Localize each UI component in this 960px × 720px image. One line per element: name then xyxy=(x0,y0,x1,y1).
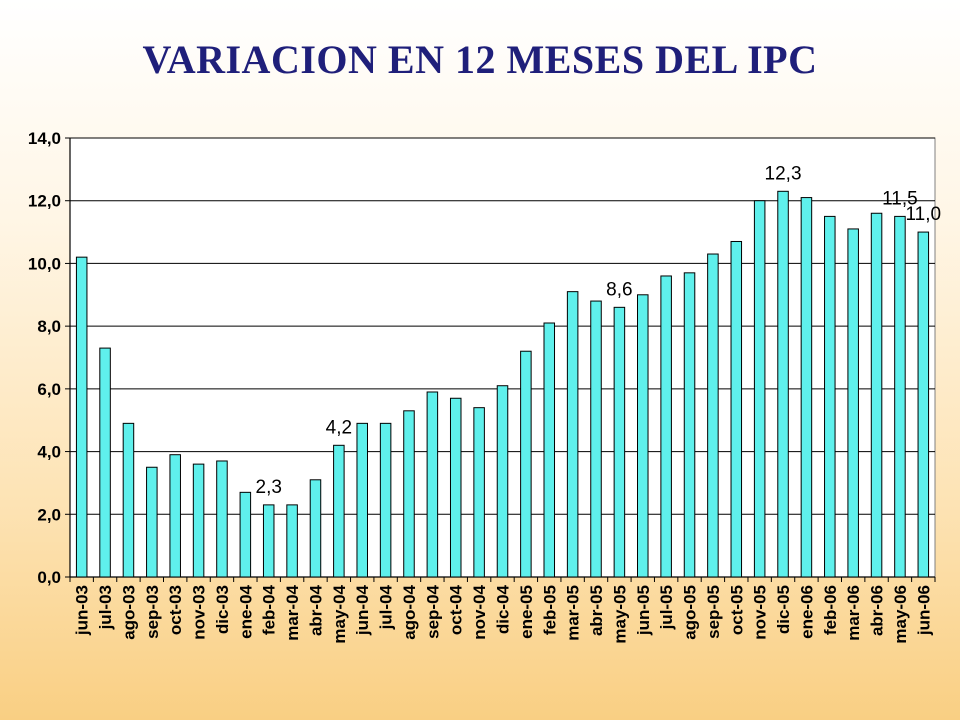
bar-ago-04 xyxy=(403,410,415,578)
x-tick-label: nov-03 xyxy=(190,585,209,640)
y-tick-label: 6,0 xyxy=(37,380,61,399)
x-tick-label: abr-06 xyxy=(868,585,887,636)
bar-may-04 xyxy=(333,444,345,578)
bar-nov-03 xyxy=(192,463,205,578)
x-tick-label: jun-06 xyxy=(914,585,933,636)
x-tick-label: sep-04 xyxy=(423,584,442,638)
bar-ene-05 xyxy=(520,350,532,578)
x-tick-label: may-06 xyxy=(891,585,910,644)
bar-jun-04 xyxy=(356,422,368,578)
x-tick-label: feb-05 xyxy=(540,585,559,635)
bar-ene-04 xyxy=(239,491,252,578)
bar-feb-06 xyxy=(824,215,836,578)
bar-oct-05 xyxy=(730,240,743,578)
x-tick-label: ago-05 xyxy=(681,585,700,640)
x-tick-label: abr-05 xyxy=(587,585,606,636)
x-tick-label: jul-05 xyxy=(657,585,676,630)
x-tick-label: sep-05 xyxy=(704,585,723,639)
x-tick-label: may-05 xyxy=(610,585,629,644)
bar-jul-05 xyxy=(660,275,672,578)
bar-jul-03 xyxy=(99,347,111,578)
bar-jun-05 xyxy=(637,294,649,578)
x-tick-label: ene-06 xyxy=(797,585,816,639)
bar-mar-05 xyxy=(566,291,579,578)
x-tick-label: ene-05 xyxy=(517,585,536,639)
data-label-jun-06: 11,0 xyxy=(906,204,942,225)
bar-feb-04 xyxy=(262,504,275,578)
x-tick-label: abr-04 xyxy=(306,584,325,636)
x-tick-label: sep-03 xyxy=(143,585,162,639)
bar-abr-05 xyxy=(590,300,602,578)
bar-ago-03 xyxy=(122,422,135,578)
bar-may-05 xyxy=(613,306,626,578)
bar-nov-04 xyxy=(473,407,485,578)
bar-sep-04 xyxy=(426,391,439,578)
y-tick-label: 0,0 xyxy=(37,568,61,587)
x-tick-label: jun-03 xyxy=(73,585,92,636)
x-tick-label: dic-05 xyxy=(774,585,793,634)
data-label-may-06: 11,5 xyxy=(882,188,918,209)
x-tick-label: jun-05 xyxy=(634,585,653,636)
bar-dic-05 xyxy=(777,190,789,578)
x-tick-label: may-04 xyxy=(330,584,349,643)
x-tick-label: feb-06 xyxy=(821,585,840,635)
bar-sep-03 xyxy=(146,466,158,578)
x-tick-label: feb-04 xyxy=(260,584,279,635)
x-tick-label: mar-06 xyxy=(844,585,863,641)
x-tick-label: mar-04 xyxy=(283,584,302,640)
x-tick-label: ago-03 xyxy=(119,585,138,640)
bar-jul-04 xyxy=(379,422,392,578)
data-label-may-05: 8,6 xyxy=(606,279,632,300)
x-tick-label: nov-05 xyxy=(751,585,770,640)
bar-mar-06 xyxy=(847,228,859,578)
data-label-dic-05: 12,3 xyxy=(765,163,802,184)
x-tick-label: jul-04 xyxy=(377,584,396,630)
x-tick-label: jun-04 xyxy=(353,584,372,636)
x-tick-label: nov-04 xyxy=(470,584,489,639)
data-label-feb-04: 2,3 xyxy=(256,477,282,498)
x-tick-label: mar-05 xyxy=(564,585,583,641)
bar-mar-04 xyxy=(286,504,298,578)
x-tick-label: oct-03 xyxy=(166,585,185,635)
x-tick-label: dic-04 xyxy=(494,584,513,634)
bar-oct-03 xyxy=(169,454,181,578)
x-tick-label: oct-05 xyxy=(727,585,746,635)
bar-feb-05 xyxy=(543,322,556,578)
bar-abr-06 xyxy=(870,212,883,578)
bar-jun-06 xyxy=(917,231,930,578)
data-label-may-04: 4,2 xyxy=(326,417,352,438)
y-tick-label: 2,0 xyxy=(37,505,61,524)
bar-ago-05 xyxy=(683,272,696,578)
bar-jun-03 xyxy=(75,256,88,578)
chart-title: VARIACION EN 12 MESES DEL IPC xyxy=(142,37,818,82)
bar-ene-06 xyxy=(800,197,813,578)
y-tick-label: 12,0 xyxy=(28,192,61,211)
y-tick-label: 14,0 xyxy=(28,129,61,148)
y-tick-label: 4,0 xyxy=(37,443,61,462)
bar-may-06 xyxy=(894,215,906,578)
bar-abr-04 xyxy=(309,479,322,578)
y-tick-label: 8,0 xyxy=(37,317,61,336)
bar-dic-04 xyxy=(496,385,509,578)
x-tick-label: ago-04 xyxy=(400,584,419,639)
bar-nov-05 xyxy=(753,200,766,578)
bar-oct-04 xyxy=(449,397,462,578)
x-tick-label: oct-04 xyxy=(447,584,466,635)
y-tick-label: 10,0 xyxy=(28,254,61,273)
bar-sep-05 xyxy=(707,253,719,578)
x-tick-label: jul-03 xyxy=(96,585,115,630)
x-tick-label: dic-03 xyxy=(213,585,232,634)
x-tick-label: ene-04 xyxy=(236,584,255,638)
bar-dic-03 xyxy=(216,460,228,578)
